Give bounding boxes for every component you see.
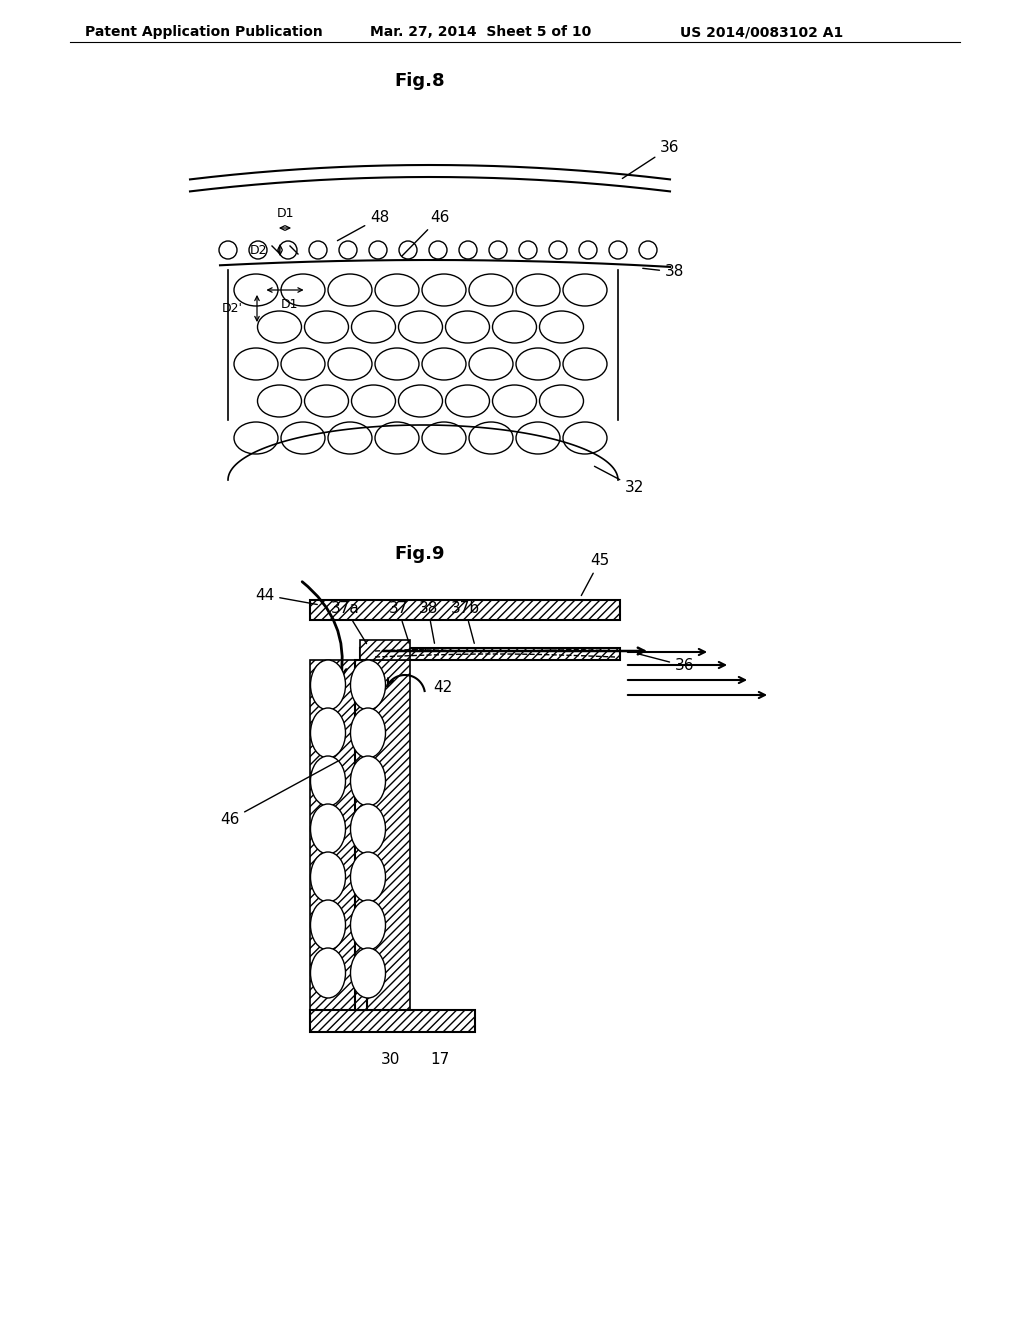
- Text: Fig.9: Fig.9: [394, 545, 445, 564]
- Text: Patent Application Publication: Patent Application Publication: [85, 25, 323, 40]
- Text: Fig.8: Fig.8: [394, 73, 445, 90]
- Text: 38: 38: [419, 601, 437, 643]
- FancyArrowPatch shape: [302, 582, 346, 677]
- Text: D2: D2: [250, 243, 267, 256]
- Text: 37a: 37a: [331, 601, 367, 644]
- Text: US 2014/0083102 A1: US 2014/0083102 A1: [680, 25, 843, 40]
- Ellipse shape: [310, 900, 345, 950]
- Text: 37b: 37b: [451, 601, 479, 643]
- Text: 32: 32: [595, 466, 644, 495]
- Bar: [355, 660, 367, 1010]
- Ellipse shape: [350, 900, 385, 950]
- Text: 45: 45: [582, 553, 609, 595]
- Ellipse shape: [350, 948, 385, 998]
- Ellipse shape: [310, 660, 345, 710]
- Text: Mar. 27, 2014  Sheet 5 of 10: Mar. 27, 2014 Sheet 5 of 10: [370, 25, 591, 40]
- Ellipse shape: [350, 851, 385, 902]
- Ellipse shape: [310, 851, 345, 902]
- Ellipse shape: [350, 708, 385, 758]
- Ellipse shape: [310, 756, 345, 807]
- Text: 46: 46: [220, 762, 338, 828]
- Ellipse shape: [350, 756, 385, 807]
- Text: 36: 36: [638, 653, 694, 673]
- Text: 44: 44: [255, 587, 317, 605]
- Text: D1: D1: [282, 298, 299, 312]
- Text: 46: 46: [402, 210, 450, 256]
- Bar: [310, 601, 620, 620]
- Text: 38: 38: [643, 264, 684, 280]
- Ellipse shape: [310, 948, 345, 998]
- Bar: [360, 640, 410, 660]
- Text: 48: 48: [338, 210, 389, 240]
- Bar: [310, 1010, 475, 1032]
- Ellipse shape: [310, 708, 345, 758]
- Text: D2': D2': [222, 302, 243, 315]
- Bar: [360, 648, 620, 660]
- Text: 17: 17: [430, 1052, 450, 1067]
- Text: 42: 42: [433, 680, 453, 694]
- Text: D1: D1: [276, 207, 294, 220]
- Ellipse shape: [310, 804, 345, 854]
- Bar: [310, 660, 410, 1010]
- Text: 30: 30: [380, 1052, 399, 1067]
- Ellipse shape: [350, 660, 385, 710]
- Text: 37: 37: [388, 601, 410, 643]
- Text: 36: 36: [623, 140, 680, 178]
- Ellipse shape: [350, 804, 385, 854]
